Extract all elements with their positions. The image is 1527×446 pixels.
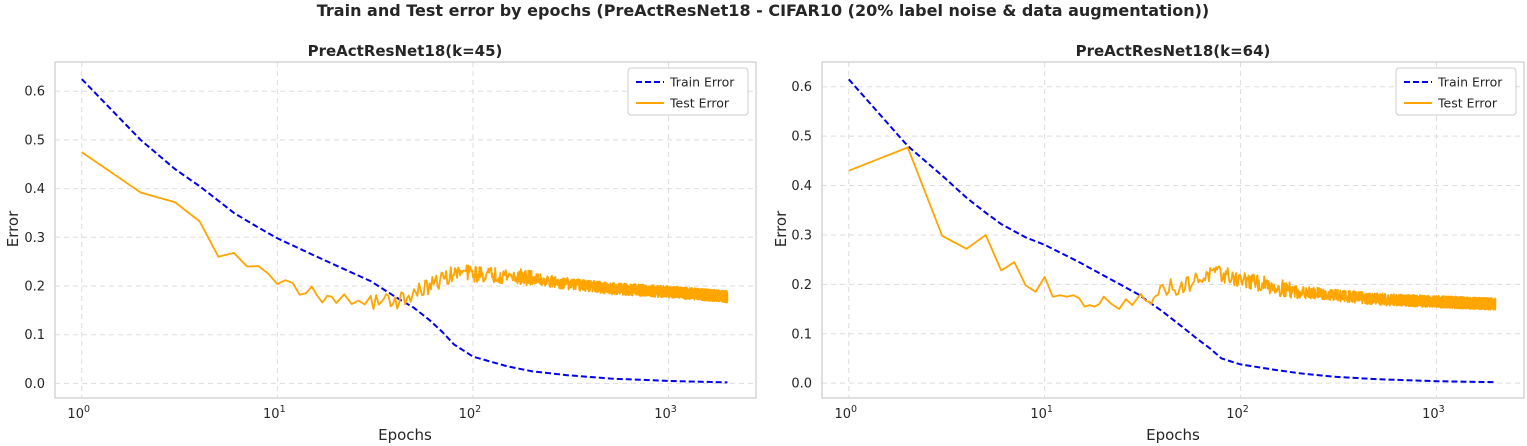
y-tick-label: 0.4 [24,182,45,197]
y-tick-label: 0.0 [791,377,812,392]
y-axis-label: Error [4,210,22,247]
x-tick-label: 101 [263,404,286,422]
y-axis-label: Error [772,210,790,247]
x-tick-label: 103 [654,404,677,422]
y-tick-label: 0.2 [791,278,812,293]
test-error-line [81,151,729,311]
subplot-title: PreActResNet18(k=64) [1076,42,1271,60]
y-tick-label: 0.5 [24,133,45,148]
legend-label: Test Error [1437,96,1498,111]
subplot-k45: PreActResNet18(k=45) Epochs Error 0.0 0.1… [4,42,757,444]
x-axis-label: Epochs [378,426,432,444]
x-tick-label: 103 [1422,404,1445,422]
y-tick-label: 0.3 [791,228,812,243]
train-error-line [81,78,728,384]
x-axis-label: Epochs [1146,426,1200,444]
y-tick-label: 0.0 [24,377,45,392]
figure-title: Train and Test error by epochs (PreActRe… [317,1,1210,20]
y-tick-label: 0.6 [791,80,812,95]
x-tick-label: 102 [459,404,482,422]
subplot-title: PreActResNet18(k=45) [308,42,503,60]
plot-area [55,62,756,398]
y-tick-label: 0.4 [791,179,812,194]
x-tick-label: 100 [834,404,857,422]
x-tick-label: 102 [1226,404,1249,422]
legend-label: Test Error [669,96,730,111]
subplot-k64: PreActResNet18(k=64) Epochs Error 0.0 0.1… [772,42,1525,444]
y-tick-label: 0.6 [24,85,45,100]
x-tick-label: 101 [1030,404,1053,422]
y-tick-label: 0.5 [791,130,812,145]
y-tick-label: 0.2 [24,280,45,295]
y-tick-label: 0.1 [791,327,812,342]
legend: Train Error Test Error [1395,67,1517,116]
legend-label: Train Error [669,75,735,90]
x-tick-label: 100 [67,404,90,422]
y-tick-label: 0.3 [24,231,45,246]
legend: Train Error Test Error [627,67,749,116]
test-error-line [848,146,1497,311]
axes-frame [54,61,757,399]
axes-frame [821,61,1525,399]
train-error-line [848,78,1496,384]
legend-label: Train Error [1437,75,1503,90]
y-tick-label: 0.1 [24,328,45,343]
